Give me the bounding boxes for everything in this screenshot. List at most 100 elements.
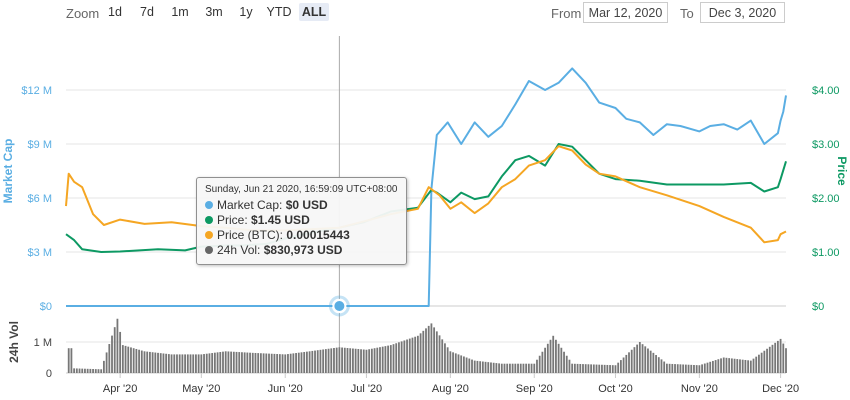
from-date-input[interactable]: Mar 12, 2020 <box>583 2 668 23</box>
zoom-1y-button[interactable]: 1y <box>239 5 253 19</box>
volume-bar <box>785 348 787 373</box>
volume-bar <box>176 354 178 373</box>
volume-bar <box>362 349 365 373</box>
volume-bar <box>392 344 395 373</box>
volume-bar <box>693 364 695 373</box>
volume-bar <box>108 344 111 373</box>
volume-bar <box>509 363 511 373</box>
volume-axis-tick-label: 0 <box>46 368 52 380</box>
volume-axis-title: 24h Vol <box>7 321 21 363</box>
volume-bar <box>216 352 219 373</box>
volume-bar <box>471 359 473 373</box>
volume-bar <box>698 365 701 373</box>
volume-bar <box>636 344 639 373</box>
tooltip-value: $1.45 USD <box>251 213 310 227</box>
volume-bar <box>73 368 76 373</box>
volume-bar <box>219 351 222 373</box>
zoom-1m-button[interactable]: 1m <box>171 5 189 19</box>
volume-bar <box>381 346 384 373</box>
price-btc-line <box>65 145 787 244</box>
volume-bar <box>660 359 663 373</box>
volume-bar <box>346 348 349 373</box>
volume-bar <box>617 362 620 373</box>
volume-bar <box>406 339 408 373</box>
volume-bar <box>113 327 116 373</box>
volume-bar <box>365 349 368 373</box>
volume-bar <box>687 364 690 373</box>
tooltip-value: 0.00015443 <box>286 228 350 242</box>
volume-bar <box>151 352 154 373</box>
volume-bar <box>763 350 766 373</box>
volume-bar <box>251 352 254 373</box>
volume-bar <box>563 351 565 373</box>
volume-bar <box>663 361 666 373</box>
market-cap-dot-icon <box>205 201 213 209</box>
volume-bar <box>414 336 417 373</box>
volume-bar <box>457 354 460 373</box>
volume-bar <box>576 363 579 373</box>
volume-bar <box>571 363 574 373</box>
to-date-input[interactable]: Dec 3, 2020 <box>700 2 785 23</box>
volume-bar <box>492 362 495 373</box>
volume-bar <box>601 364 603 373</box>
volume-bar <box>771 344 774 373</box>
volume-bar <box>638 342 641 373</box>
volume-bar <box>684 364 687 373</box>
volume-bar <box>495 363 498 373</box>
volume-bar <box>70 348 73 373</box>
volume-bar <box>611 365 614 373</box>
volume-bar <box>720 358 722 373</box>
volume-bar <box>124 345 127 373</box>
volume-bar <box>86 368 89 373</box>
volume-bar <box>395 343 398 373</box>
zoom-7d-button[interactable]: 7d <box>140 5 154 19</box>
x-axis-tick-label: Sep '20 <box>516 383 553 395</box>
volume-bar <box>162 353 165 373</box>
volume-bar <box>747 360 750 373</box>
volume-bar <box>758 354 760 373</box>
volume-bar <box>644 346 647 373</box>
volume-bar <box>533 363 536 373</box>
volume-bar <box>295 353 297 373</box>
volume-bar <box>333 348 335 373</box>
volume-bar <box>249 352 251 373</box>
volume-bar <box>157 352 159 373</box>
volume-bar <box>67 348 70 373</box>
volume-bar <box>460 355 463 373</box>
volume-bar <box>230 351 233 373</box>
volume-bar <box>297 352 300 373</box>
right-axis-tick-label: $3.00 <box>812 139 840 151</box>
volume-bar <box>349 348 352 373</box>
volume-bar <box>603 364 606 373</box>
x-axis-tick-label: Dec '20 <box>762 383 799 395</box>
volume-bar <box>178 354 181 373</box>
volume-bar <box>416 335 419 373</box>
volume-bar <box>706 362 709 373</box>
volume-bar <box>146 351 149 373</box>
volume-bar <box>722 357 725 373</box>
volume-bar <box>655 355 657 373</box>
volume-bar <box>149 351 151 373</box>
volume-bar <box>768 346 771 373</box>
volume-bar <box>749 360 752 373</box>
volume-bar <box>649 350 652 373</box>
zoom-all-button[interactable]: ALL <box>299 3 329 21</box>
volume-bar <box>222 351 224 373</box>
volume-bar <box>552 335 555 373</box>
volume-bar <box>257 353 260 373</box>
volume-bar <box>435 331 438 373</box>
volume-bar <box>541 351 544 373</box>
volume-bar <box>587 364 590 373</box>
zoom-3m-button[interactable]: 3m <box>205 5 223 19</box>
volume-bar <box>259 353 262 373</box>
volume-bar <box>111 335 113 373</box>
zoom-ytd-button[interactable]: YTD <box>266 5 292 19</box>
zoom-1d-button[interactable]: 1d <box>108 5 122 19</box>
zoom-label: Zoom <box>66 6 100 21</box>
volume-bar <box>208 353 211 373</box>
x-axis-tick-label: Jun '20 <box>268 383 303 395</box>
volume-bar <box>92 369 94 373</box>
volume-bar <box>154 352 157 373</box>
tooltip-row-volume: 24h Vol: $830,973 USD <box>205 243 398 258</box>
